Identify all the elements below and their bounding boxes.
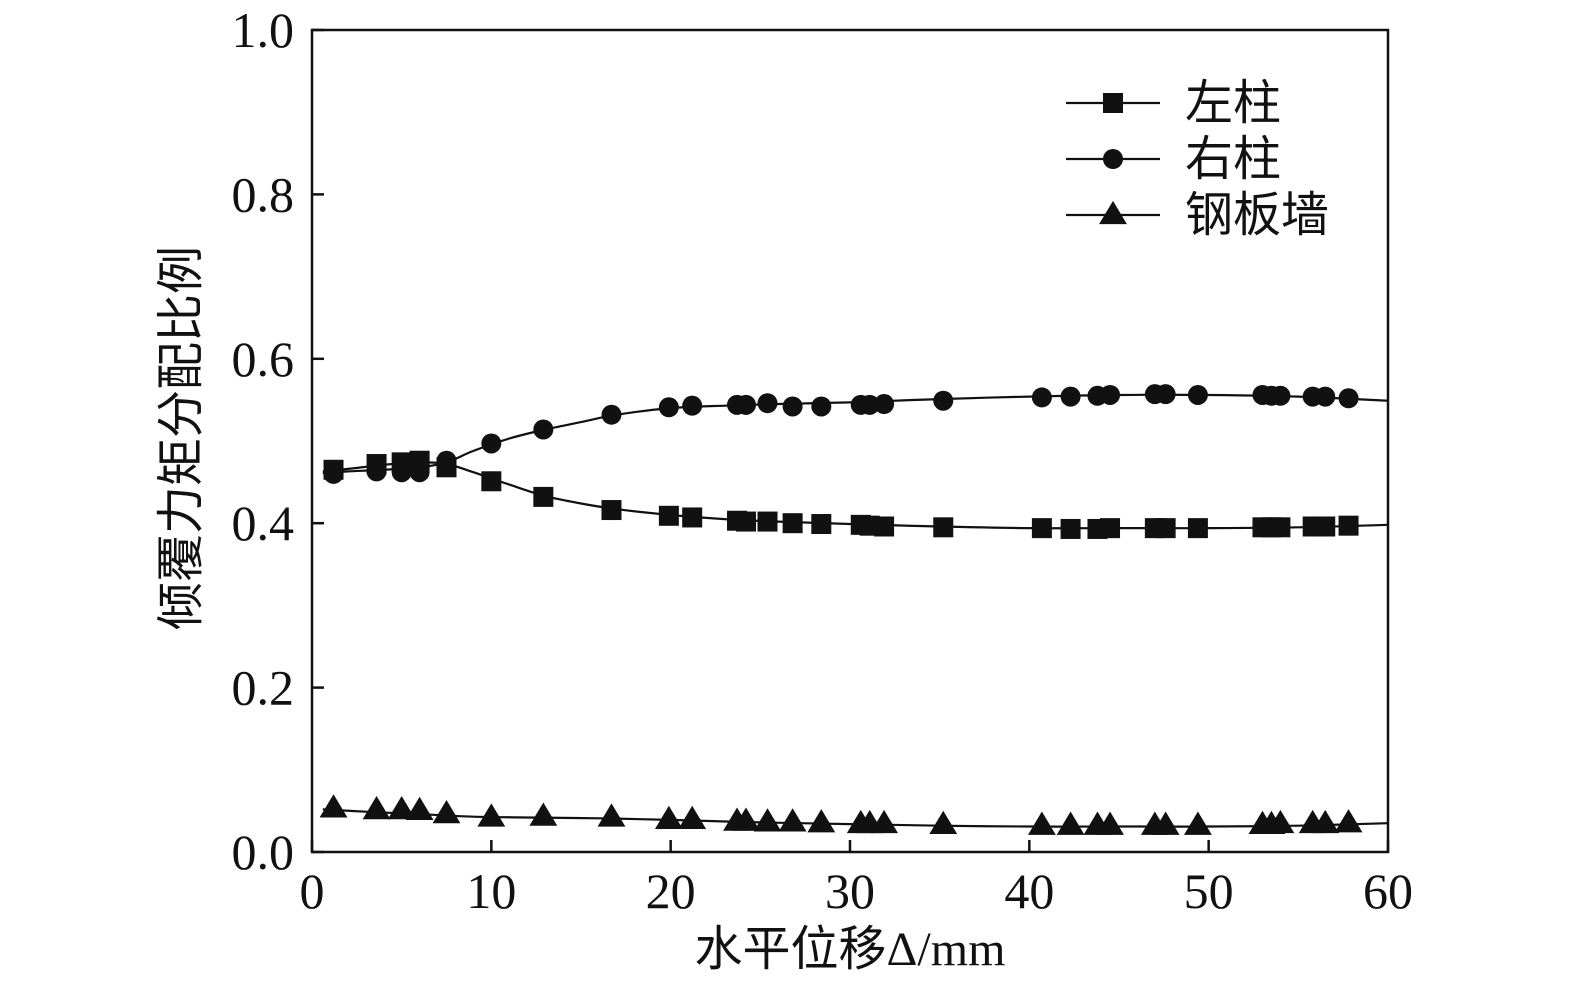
y-tick-label: 0.4 — [232, 495, 295, 551]
data-point-circle — [782, 396, 803, 417]
data-point-triangle — [1311, 809, 1340, 834]
data-point-triangle — [778, 808, 807, 832]
x-tick-label: 0 — [300, 863, 325, 919]
data-point-circle — [409, 462, 430, 483]
data-point-triangle — [807, 809, 836, 833]
y-axis-title: 倾覆力矩分配比例 — [155, 246, 208, 630]
data-point-circle — [601, 404, 622, 425]
data-point-circle — [481, 433, 502, 454]
legend-label: 左柱 — [1185, 77, 1281, 130]
x-tick-label: 40 — [1004, 863, 1054, 919]
data-point-square — [1155, 518, 1176, 539]
y-tick-label: 1.0 — [232, 2, 295, 58]
data-point-triangle — [1183, 811, 1212, 835]
legend-marker-circle — [1103, 149, 1123, 169]
data-point-triangle — [1334, 809, 1363, 833]
data-point-triangle — [362, 795, 391, 820]
data-point-circle — [1187, 384, 1208, 405]
data-point-circle — [1060, 386, 1081, 407]
data-point-circle — [1155, 384, 1176, 405]
data-point-circle — [436, 450, 457, 471]
data-point-triangle — [1056, 811, 1085, 835]
data-point-square — [782, 513, 803, 534]
data-point-circle — [874, 394, 895, 415]
data-point-square — [735, 511, 756, 532]
data-point-square — [1060, 518, 1081, 539]
data-point-triangle — [405, 796, 434, 821]
data-point-square — [1315, 516, 1336, 537]
data-point-circle — [1315, 386, 1336, 407]
data-point-triangle — [477, 803, 506, 827]
data-point-square — [601, 500, 622, 521]
data-point-triangle — [319, 794, 348, 818]
data-point-triangle — [1151, 811, 1180, 835]
data-point-triangle — [870, 809, 898, 834]
legend-label: 右柱 — [1185, 133, 1281, 186]
data-point-square — [1270, 517, 1291, 538]
data-point-circle — [811, 396, 832, 417]
data-point-square — [1031, 518, 1052, 539]
data-point-circle — [323, 463, 344, 484]
y-tick-label: 0.6 — [232, 331, 295, 387]
x-tick-label: 10 — [466, 863, 516, 919]
data-point-circle — [859, 394, 880, 415]
data-point-triangle — [529, 802, 558, 826]
data-point-triangle — [1027, 811, 1056, 835]
data-point-square — [533, 486, 554, 507]
data-point-triangle — [654, 805, 683, 830]
data-point-triangle — [597, 803, 626, 827]
data-point-triangle — [732, 807, 760, 831]
data-point-circle — [658, 397, 679, 418]
x-tick-label: 60 — [1363, 863, 1413, 919]
data-point-triangle — [1266, 809, 1295, 834]
data-point-circle — [1270, 385, 1291, 406]
data-point-square — [1100, 518, 1121, 539]
data-point-square — [933, 517, 954, 538]
data-point-triangle — [1096, 811, 1124, 835]
legend-marker-square — [1103, 93, 1123, 113]
data-point-square — [481, 471, 502, 492]
x-tick-label: 20 — [646, 863, 696, 919]
data-point-triangle — [387, 795, 416, 820]
data-point-circle — [1031, 387, 1052, 408]
data-point-square — [757, 511, 778, 532]
data-point-triangle — [753, 808, 782, 832]
data-point-square — [811, 514, 832, 535]
data-point-circle — [682, 395, 703, 416]
series-curves — [322, 393, 1389, 828]
x-tick-label: 50 — [1184, 863, 1234, 919]
y-tick-label: 0.8 — [232, 166, 295, 222]
data-point-triangle — [929, 810, 958, 834]
data-point-circle — [533, 419, 554, 440]
axes-layer: 0 10 20 30 40 50 60 0.0 0.2 0.4 0.6 0.8 1.0 — [232, 2, 1414, 919]
y-tick-label: 0.2 — [232, 660, 295, 716]
x-axis-title: 水平位移Δ/mm — [695, 923, 1006, 976]
data-point-circle — [1338, 388, 1359, 409]
data-point-square — [682, 507, 703, 528]
data-point-circle — [757, 393, 778, 414]
data-point-triangle — [678, 805, 707, 830]
data-point-circle — [366, 461, 387, 482]
data-point-square — [1187, 518, 1208, 539]
x-tick-label: 30 — [825, 863, 875, 919]
legend-marker-triangle — [1099, 200, 1127, 225]
data-point-square — [874, 516, 895, 537]
data-point-triangle — [432, 800, 461, 824]
data-point-square — [658, 505, 679, 526]
series-markers — [319, 384, 1363, 835]
legend-label: 钢板墙 — [1185, 189, 1329, 242]
data-point-circle — [391, 462, 412, 483]
y-tick-label: 0.0 — [232, 824, 295, 880]
data-point-square — [1338, 515, 1359, 536]
data-point-circle — [735, 394, 756, 415]
data-point-circle — [933, 390, 954, 411]
data-point-circle — [1100, 384, 1121, 405]
